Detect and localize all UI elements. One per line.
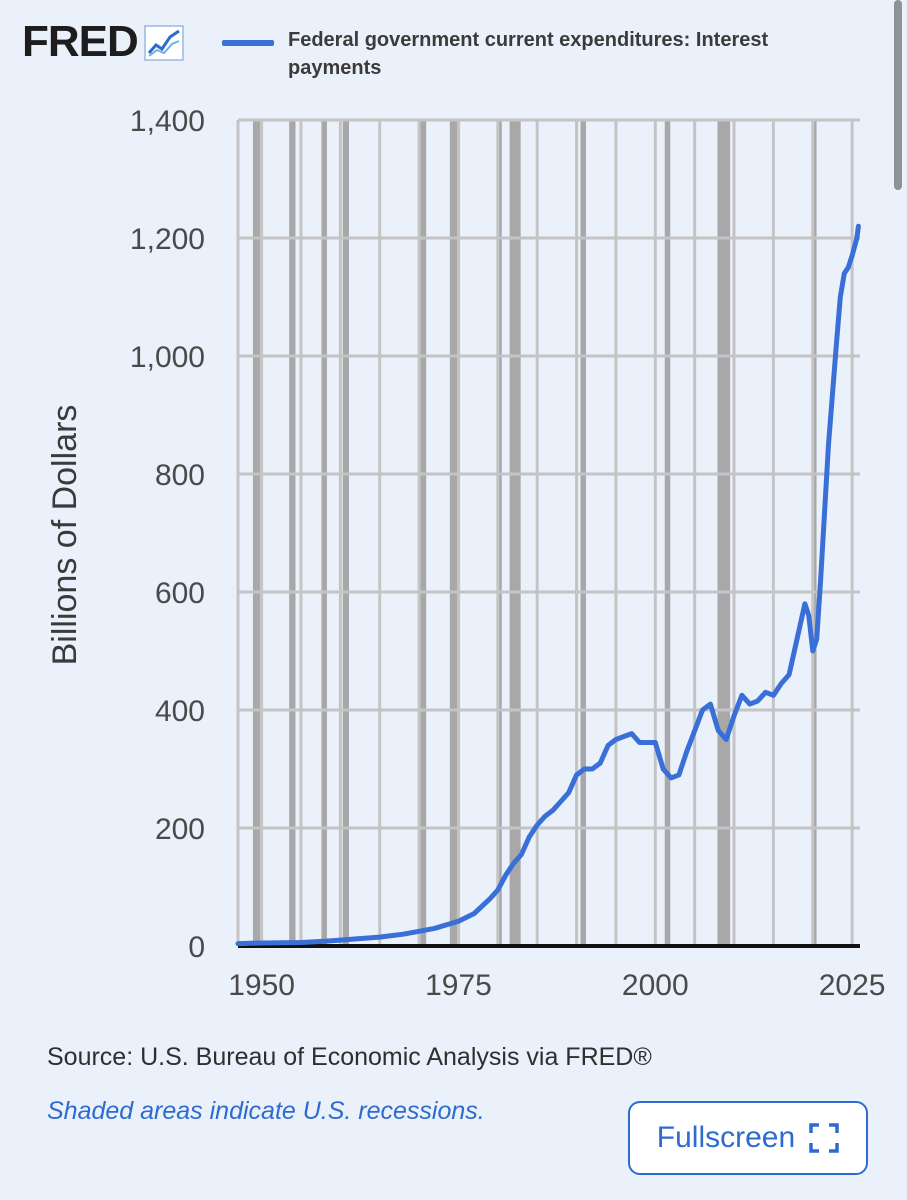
grid-lines [236,118,860,948]
y-tick-label: 1,000 [130,341,205,374]
recession-band-9 [664,120,671,946]
recession-band-5 [449,120,461,946]
recession-band-3 [342,120,350,946]
fred-logo[interactable]: FRED [22,20,184,64]
legend-swatch [222,40,274,46]
recession-band-8 [580,120,587,946]
scrollbar-track[interactable] [891,0,907,1200]
y-axis-ticks: 0 200 400 600 800 1,000 1,200 1,400 [130,105,205,964]
recession-band-7 [509,120,521,946]
y-tick-label: 400 [155,695,205,728]
recession-shading [252,120,817,946]
fullscreen-label: Fullscreen [656,1121,796,1154]
recession-band-10 [717,120,731,946]
fullscreen-icon [809,1123,839,1153]
x-axis-ticks: 1950 1975 2000 2025 [228,969,885,1002]
y-tick-label: 0 [188,931,205,964]
y-axis-label: Billions of Dollars [46,405,84,666]
x-tick-label: 2000 [622,969,689,1002]
logo-text: FRED [22,17,139,66]
y-tick-label: 1,400 [130,105,205,138]
x-tick-label: 2025 [819,969,886,1002]
recession-band-0 [252,120,261,946]
chart-header: FRED Federal government current expendit… [0,0,907,100]
y-tick-label: 800 [155,459,205,492]
legend-label: Federal government current expenditures:… [288,29,769,79]
source-text: Source: U.S. Bureau of Economic Analysis… [47,1043,652,1071]
recession-band-1 [289,120,296,946]
line-chart: 0 200 400 600 800 1,000 1,200 1,400 1950 1975 200… [46,105,886,1002]
y-tick-label: 200 [155,813,205,846]
recession-band-4 [418,120,427,946]
trend-chart-icon [144,25,184,61]
recession-band-6 [497,120,502,946]
recession-band-11 [813,120,817,946]
y-tick-label: 600 [155,577,205,610]
series-line[interactable] [235,223,861,947]
recession-note-link[interactable]: Shaded areas indicate U.S. recessions. [47,1097,485,1125]
scrollbar-thumb[interactable] [894,0,902,190]
fullscreen-button[interactable]: Fullscreen [628,1101,868,1175]
x-tick-label: 1950 [228,969,295,1002]
x-tick-label: 1975 [425,969,492,1002]
recession-band-2 [321,120,327,946]
y-tick-label: 1,200 [130,223,205,256]
